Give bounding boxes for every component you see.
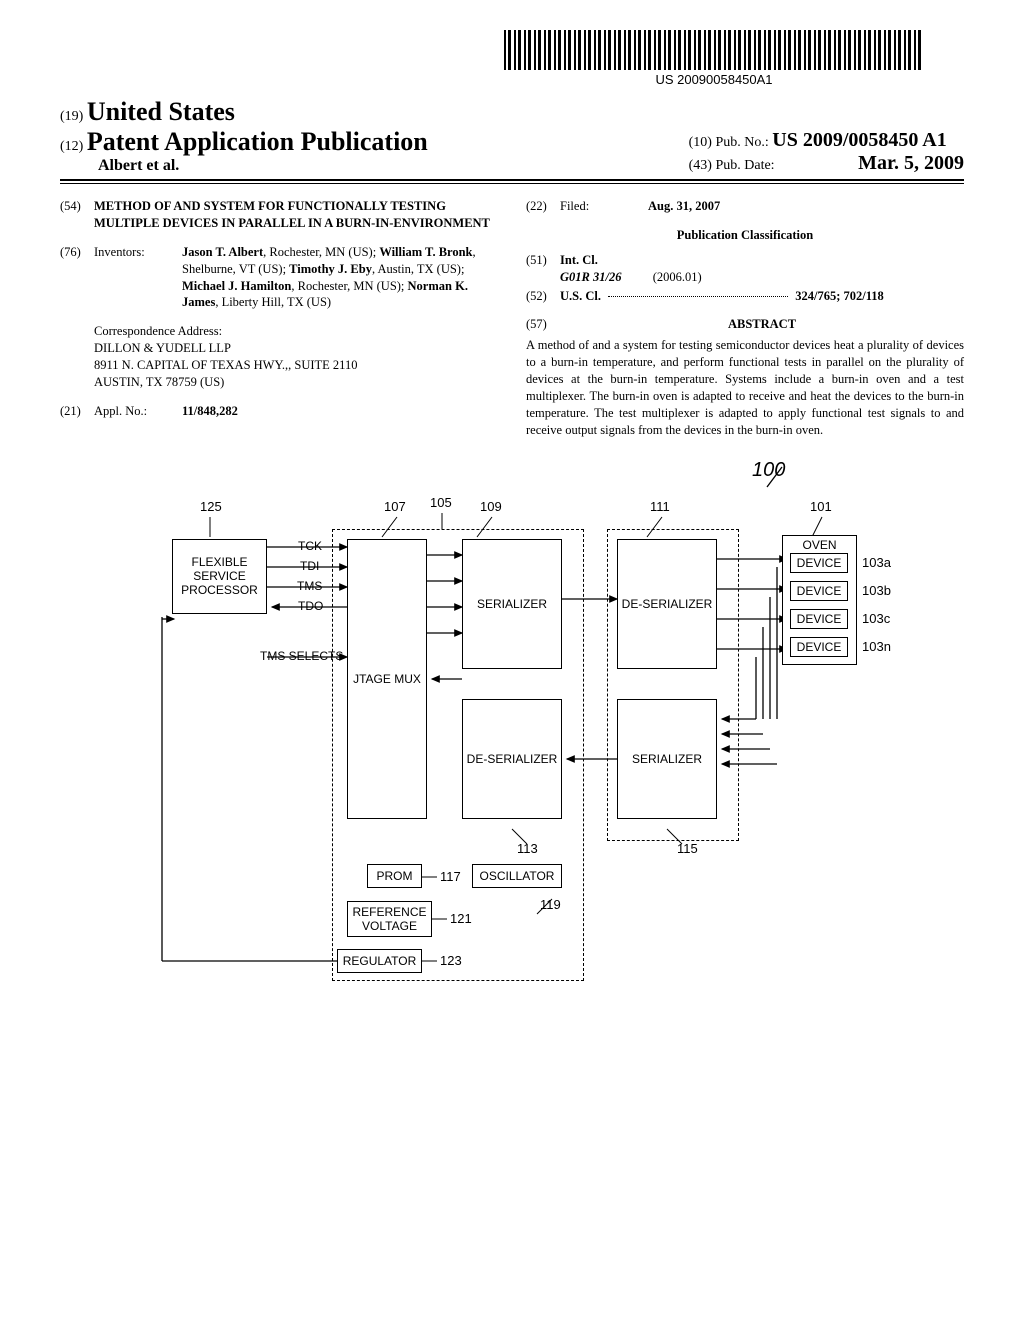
box-deserializer-top: DE-SERIALIZER [617, 539, 717, 669]
country: United States [87, 97, 235, 126]
code-22: (22) [526, 198, 560, 215]
code-21: (21) [60, 403, 94, 420]
field-abstract-head: (57) ABSTRACT [526, 316, 964, 333]
pubclass-heading: Publication Classification [526, 227, 964, 244]
appl-label: Appl. No.: [94, 403, 182, 420]
box-prom: PROM [367, 864, 422, 888]
box-refvolt: REFERENCE VOLTAGE [347, 901, 432, 937]
box-deserializer-bot: DE-SERIALIZER [462, 699, 562, 819]
ref-101: 101 [810, 499, 832, 514]
ref-119: 119 [540, 897, 561, 912]
barcode-text: US 20090058450A1 [504, 72, 924, 87]
sig-tck: TCK [298, 539, 322, 553]
intcl-label: Int. Cl. [560, 253, 598, 267]
header-left: (19) United States (12) Patent Applicati… [60, 97, 428, 175]
ref-111: 111 [650, 499, 670, 514]
field-title: (54) METHOD OF AND SYSTEM FOR FUNCTIONAL… [60, 198, 498, 232]
code-43: (43) [689, 158, 712, 173]
sig-tms: TMS [297, 579, 322, 593]
ref-103a: 103a [862, 555, 891, 570]
authors-line: Albert et al. [98, 157, 428, 175]
code-52: (52) [526, 288, 560, 305]
box-device-a: DEVICE [790, 553, 848, 573]
field-filed: (22) Filed: Aug. 31, 2007 [526, 198, 964, 215]
intcl-code: G01R 31/26 [560, 270, 621, 284]
pubdate-value: Mar. 5, 2009 [858, 152, 964, 174]
header: (19) United States (12) Patent Applicati… [60, 97, 964, 175]
filed-value: Aug. 31, 2007 [648, 199, 720, 213]
box-fsp: FLEXIBLE SERVICE PROCESSOR [172, 539, 267, 614]
code-51: (51) [526, 252, 560, 286]
pubno-value: US 2009/0058450 A1 [772, 129, 946, 151]
right-column: (22) Filed: Aug. 31, 2007 Publication Cl… [526, 198, 964, 439]
figure-area: 100 [60, 459, 964, 999]
rule-thin [60, 183, 964, 184]
field-appl: (21) Appl. No.: 11/848,282 [60, 403, 498, 420]
rule-heavy [60, 179, 964, 181]
ref-100: 100 [752, 459, 785, 482]
code-57: (57) [526, 316, 560, 333]
corr-line3: AUSTIN, TX 78759 (US) [94, 374, 498, 391]
ref-107: 107 [384, 499, 406, 514]
ref-103b: 103b [862, 583, 891, 598]
code-19: (19) [60, 109, 83, 124]
box-regulator: REGULATOR [337, 949, 422, 973]
uscl-label: U.S. Cl. [560, 289, 601, 303]
ref-103c: 103c [862, 611, 890, 626]
code-54: (54) [60, 198, 94, 232]
abstract-label: ABSTRACT [728, 317, 796, 331]
inventors-value: Jason T. Albert, Rochester, MN (US); Wil… [182, 244, 498, 312]
corr-line2: 8911 N. CAPITAL OF TEXAS HWY.,, SUITE 21… [94, 357, 498, 374]
patent-page: US 20090058450A1 (19) United States (12)… [0, 0, 1024, 1039]
box-serializer: SERIALIZER [462, 539, 562, 669]
appl-value: 11/848,282 [182, 404, 238, 418]
ref-113: 113 [517, 841, 538, 856]
publication-type: Patent Application Publication [87, 127, 428, 156]
box-device-b: DEVICE [790, 581, 848, 601]
box-oscillator: OSCILLATOR [472, 864, 562, 888]
sig-tdo: TDO [298, 599, 323, 613]
ref-105: 105 [430, 495, 452, 510]
sig-tms-selects: TMS SELECTS [260, 649, 343, 663]
code-76: (76) [60, 244, 94, 312]
ref-115: 115 [677, 841, 698, 856]
biblio-columns: (54) METHOD OF AND SYSTEM FOR FUNCTIONAL… [60, 198, 964, 439]
box-serializer-bot: SERIALIZER [617, 699, 717, 819]
filed-label: Filed: [560, 198, 648, 215]
box-jtag-mux: JTAGE MUX [347, 539, 427, 819]
uscl-value: 324/765; 702/118 [795, 289, 884, 303]
box-device-c: DEVICE [790, 609, 848, 629]
ref-123: 123 [440, 953, 462, 968]
code-10: (10) [689, 135, 712, 150]
field-inventors: (76) Inventors: Jason T. Albert, Rochest… [60, 244, 498, 312]
corr-line1: DILLON & YUDELL LLP [94, 340, 498, 357]
corr-label: Correspondence Address: [94, 323, 498, 340]
figure-1: 100 [122, 459, 902, 999]
field-uscl: (52) U.S. Cl. 324/765; 702/118 [526, 288, 964, 305]
pubdate-label: Pub. Date: [715, 158, 774, 173]
patent-title: METHOD OF AND SYSTEM FOR FUNCTIONALLY TE… [94, 198, 498, 232]
ref-125: 125 [200, 499, 222, 514]
field-intcl: (51) Int. Cl. G01R 31/26 (2006.01) [526, 252, 964, 286]
sig-tdi: TDI [300, 559, 319, 573]
left-column: (54) METHOD OF AND SYSTEM FOR FUNCTIONAL… [60, 198, 498, 439]
code-12: (12) [60, 139, 83, 154]
barcode-bars [504, 30, 924, 70]
ref-109: 109 [480, 499, 502, 514]
barcode: US 20090058450A1 [504, 30, 924, 87]
correspondence: Correspondence Address: DILLON & YUDELL … [94, 323, 498, 391]
abstract-text: A method of and a system for testing sem… [526, 337, 964, 438]
dots-leader [608, 296, 788, 297]
intcl-year: (2006.01) [653, 270, 702, 284]
ref-117: 117 [440, 869, 461, 884]
ref-121: 121 [450, 911, 472, 926]
barcode-area: US 20090058450A1 [60, 30, 924, 89]
pubno-label: Pub. No.: [715, 135, 768, 150]
ref-103n: 103n [862, 639, 891, 654]
box-device-n: DEVICE [790, 637, 848, 657]
header-right: (10) Pub. No.: US 2009/0058450 A1 (43) P… [689, 129, 964, 175]
inventors-label: Inventors: [94, 244, 182, 312]
